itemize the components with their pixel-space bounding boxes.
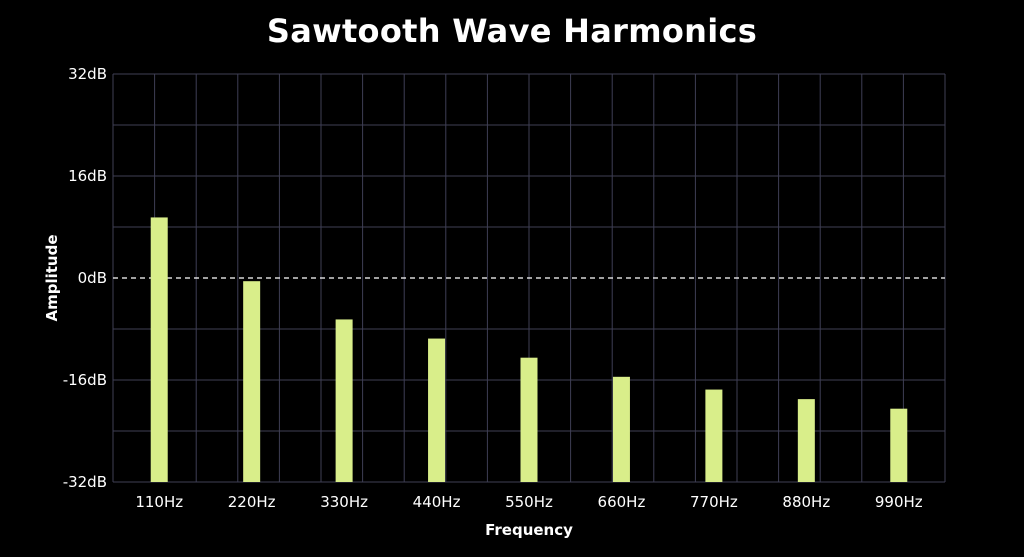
y-tick-label: -16dB <box>63 371 107 389</box>
x-tick-label: 990Hz <box>875 493 923 511</box>
bar-110hz <box>150 217 168 482</box>
x-tick-label: 880Hz <box>782 493 830 511</box>
x-axis-label: Frequency <box>485 521 573 539</box>
x-tick-label: 110Hz <box>135 493 183 511</box>
x-tick-label: 770Hz <box>690 493 738 511</box>
bar-770hz <box>705 389 723 482</box>
bar-330hz <box>335 319 353 482</box>
y-axis-label: Amplitude <box>43 234 61 321</box>
y-tick-label: 0dB <box>78 269 107 287</box>
y-tick-label: 32dB <box>68 65 107 83</box>
bar-220hz <box>243 281 261 482</box>
x-tick-label: 550Hz <box>505 493 553 511</box>
x-tick-label: 330Hz <box>320 493 368 511</box>
x-tick-label: 660Hz <box>598 493 646 511</box>
x-tick-label: 440Hz <box>413 493 461 511</box>
bar-880hz <box>797 399 815 482</box>
y-tick-label: 16dB <box>68 167 107 185</box>
bar-990hz <box>890 408 908 482</box>
y-tick-label: -32dB <box>63 473 107 491</box>
chart-title: Sawtooth Wave Harmonics <box>266 12 758 50</box>
bar-660hz <box>612 376 630 482</box>
bar-550hz <box>520 357 538 482</box>
x-tick-label: 220Hz <box>228 493 276 511</box>
bar-440hz <box>428 338 446 482</box>
